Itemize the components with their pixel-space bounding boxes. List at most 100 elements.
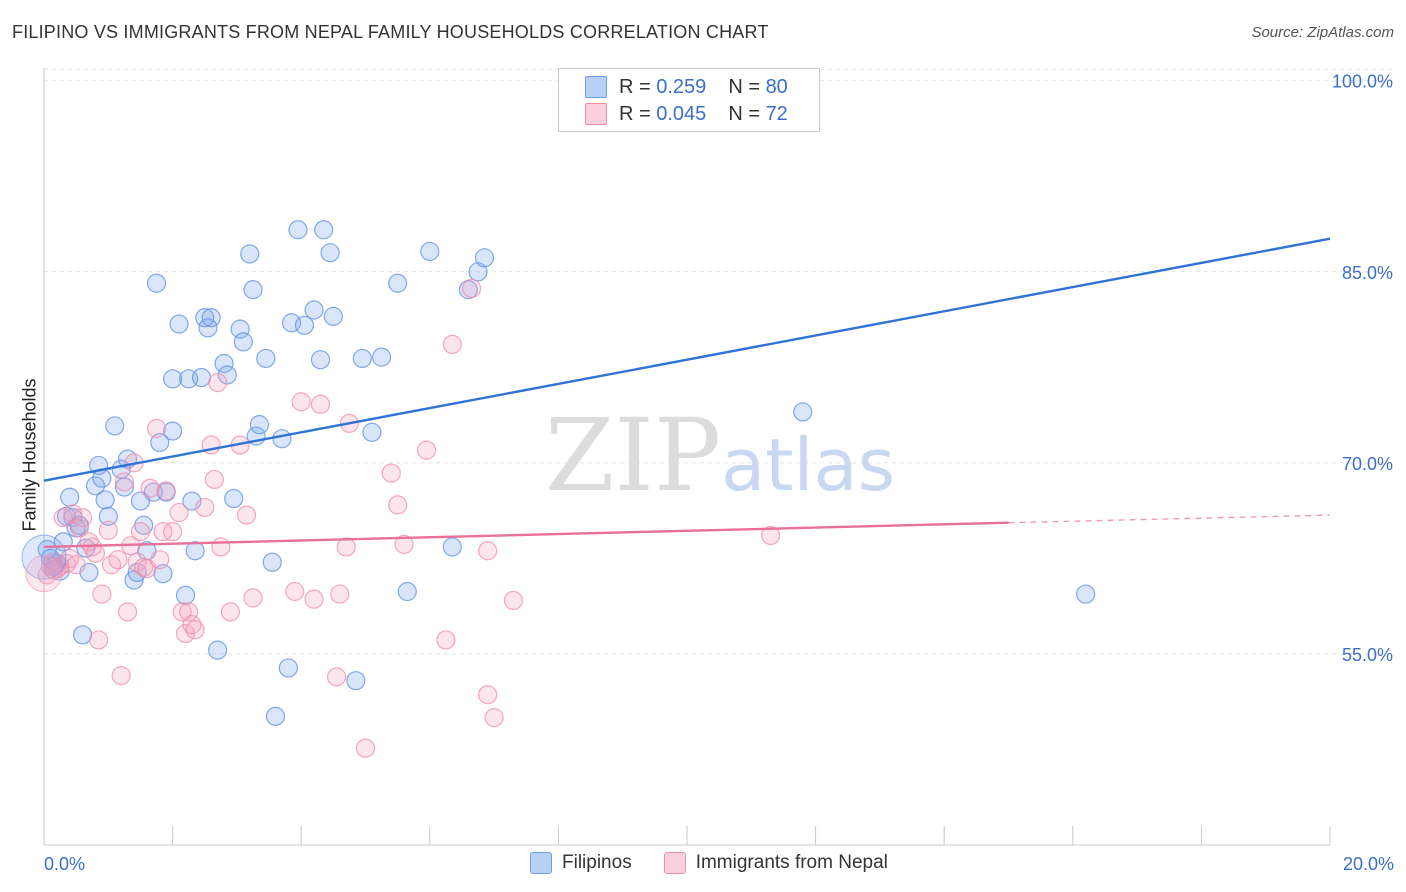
point-nepal — [130, 522, 151, 542]
point-nepal — [146, 418, 167, 439]
point-filipinos — [175, 585, 196, 605]
point-filipinos — [169, 314, 189, 334]
point-filipinos — [294, 315, 315, 335]
point-filipinos — [458, 280, 478, 300]
y-tick-label: 55.0% — [1342, 645, 1393, 665]
point-nepal — [416, 440, 437, 460]
bottom-legend-swatch-filipinos — [530, 852, 552, 874]
point-filipinos — [105, 416, 125, 436]
x-ticks — [43, 826, 1331, 845]
point-filipinos — [163, 421, 183, 441]
point-nepal — [63, 504, 83, 524]
point-filipinos — [163, 369, 183, 389]
point-nepal — [204, 469, 224, 490]
point-nepal — [236, 505, 257, 525]
watermark: ZIPatlas — [545, 397, 895, 514]
point-filipinos — [468, 262, 488, 282]
point-nepal — [182, 615, 202, 635]
point-nepal — [208, 373, 228, 393]
y-tick-labels: 55.0% 70.0% 85.0% 100.0% — [1332, 72, 1393, 665]
x-tick-label-min: 0.0% — [44, 854, 85, 874]
point-nepal — [484, 708, 504, 728]
point-nepal — [310, 394, 331, 414]
bottom-legend-item-filipinos: Filipinos — [530, 852, 632, 874]
point-filipinos — [388, 273, 408, 293]
point-nepal — [478, 541, 498, 561]
legend-r-label: R = — [619, 75, 651, 98]
point-filipinos — [314, 220, 334, 240]
points-layer — [21, 220, 1096, 758]
point-nepal — [291, 392, 311, 412]
point-filipinos — [352, 348, 372, 369]
point-nepal — [169, 502, 189, 523]
y-tick-label: 100.0% — [1332, 72, 1393, 92]
point-filipinos — [230, 319, 250, 339]
bottom-legend-label-nepal: Immigrants from Nepal — [695, 852, 888, 873]
point-nepal — [156, 481, 176, 501]
point-nepal — [336, 537, 356, 557]
point-nepal — [478, 685, 498, 705]
point-nepal — [243, 588, 263, 608]
point-filipinos — [249, 415, 270, 435]
legend-r-value-nepal: 0.045 — [656, 102, 707, 125]
legend-swatch-filipinos — [585, 76, 607, 98]
point-nepal — [442, 334, 462, 355]
trend-line-filipinos — [43, 237, 1331, 482]
point-nepal — [760, 525, 781, 546]
point-nepal — [66, 555, 86, 575]
point-filipinos — [304, 300, 324, 320]
point-nepal — [330, 584, 350, 604]
point-filipinos — [1076, 584, 1096, 604]
y-tick-label: 85.0% — [1342, 263, 1393, 283]
gridlines — [44, 68, 1394, 655]
point-nepal — [185, 620, 205, 640]
point-nepal — [85, 543, 106, 563]
point-filipinos — [127, 562, 147, 583]
point-filipinos — [114, 477, 134, 497]
point-filipinos — [346, 671, 366, 691]
point-filipinos — [243, 280, 263, 300]
point-nepal — [179, 602, 199, 622]
legend: R = 0.259 N = 80 R = 0.045 N = 72 — [558, 68, 820, 132]
point-filipinos — [85, 476, 106, 496]
point-nepal — [101, 555, 122, 575]
legend-n-value-filipinos: 80 — [765, 75, 788, 98]
point-filipinos — [320, 243, 340, 263]
point-filipinos — [208, 640, 228, 660]
bottom-legend: Filipinos Immigrants from Nepal — [530, 852, 920, 874]
point-filipinos — [371, 347, 392, 367]
legend-row-nepal: R = 0.045 N = 72 — [585, 101, 788, 127]
point-nepal — [436, 630, 456, 650]
point-filipinos — [442, 537, 462, 557]
point-nepal — [150, 550, 170, 570]
point-nepal — [89, 630, 109, 650]
point-filipinos — [191, 367, 212, 388]
trend-line-nepal — [43, 521, 1009, 549]
point-filipinos — [256, 348, 276, 369]
point-nepal-cluster — [25, 555, 63, 593]
legend-r-value-filipinos: 0.259 — [656, 75, 707, 98]
legend-swatch-nepal — [585, 103, 607, 125]
point-filipinos — [262, 552, 282, 572]
point-nepal — [388, 495, 408, 515]
legend-n-label: N = — [728, 102, 760, 125]
point-nepal — [72, 508, 93, 528]
point-filipinos — [420, 241, 440, 262]
point-filipinos — [323, 306, 343, 326]
watermark-zip: ZIP — [545, 397, 721, 514]
point-nepal — [153, 522, 173, 542]
point-nepal — [114, 472, 134, 492]
point-nepal — [134, 557, 154, 577]
point-filipinos — [272, 429, 292, 449]
point-filipinos — [201, 308, 221, 328]
point-filipinos — [185, 541, 205, 561]
point-nepal — [172, 602, 192, 622]
chart-title: FILIPINO VS IMMIGRANTS FROM NEPAL FAMILY… — [12, 22, 769, 42]
legend-n-label: N = — [728, 75, 760, 98]
point-nepal — [461, 278, 482, 298]
bottom-legend-label-filipinos: Filipinos — [562, 852, 632, 873]
bottom-legend-swatch-nepal — [663, 852, 686, 874]
point-nepal — [304, 589, 324, 609]
point-filipinos — [60, 487, 80, 507]
point-nepal — [220, 602, 241, 622]
